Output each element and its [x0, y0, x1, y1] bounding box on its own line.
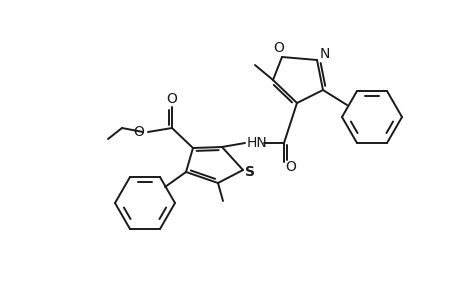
Text: N: N — [319, 47, 330, 61]
Text: O: O — [133, 125, 144, 139]
Text: HN: HN — [246, 136, 267, 150]
Text: O: O — [285, 160, 296, 174]
Text: O: O — [273, 41, 284, 55]
Text: O: O — [166, 92, 177, 106]
Text: S: S — [245, 165, 254, 179]
